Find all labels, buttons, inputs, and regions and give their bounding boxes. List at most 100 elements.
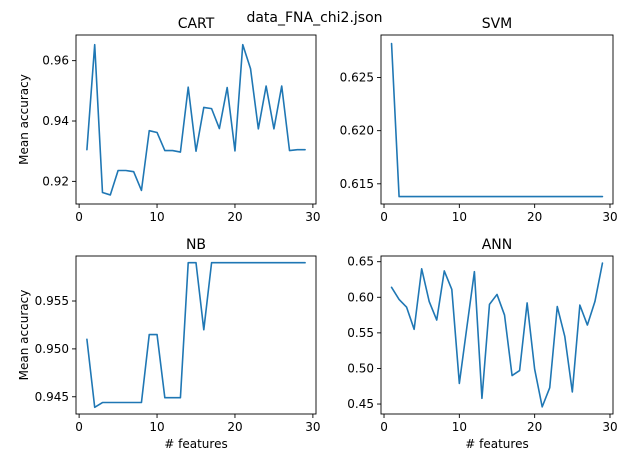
cart-data-point: [171, 149, 173, 151]
cart-data-point: [234, 150, 236, 152]
svm-ytick-label: 0.615: [340, 177, 374, 191]
ann-ytick-label: 0.55: [347, 326, 374, 340]
figure-suptitle: data_FNA_chi2.json: [246, 10, 382, 26]
cart-data-point: [94, 43, 96, 45]
svm-data-point: [556, 195, 558, 197]
ann-data-point: [436, 319, 438, 321]
ann-xtick-label: 0: [380, 420, 388, 434]
nb-xtick-label: 0: [75, 420, 83, 434]
cart-xtick-label: 30: [305, 210, 320, 224]
svm-data-point: [503, 195, 505, 197]
nb-data-point: [273, 262, 275, 264]
ann-data-point: [518, 369, 520, 371]
svm-xtick-label: 30: [602, 210, 617, 224]
svm-data-point: [436, 195, 438, 197]
cart-data-point: [195, 150, 197, 152]
cart-data-point: [257, 128, 259, 130]
svm-xtick-label: 10: [452, 210, 467, 224]
svm-xtick-label: 0: [380, 210, 388, 224]
cart-data-point: [210, 107, 212, 109]
svm-data-point: [390, 42, 392, 44]
ann-data-point: [503, 314, 505, 316]
cart-y-axis-label: Mean accuracy: [17, 74, 31, 165]
nb-data-point: [132, 401, 134, 403]
subplot-cart: CART 0 10 20 30 0.92 0.94 0.96 Mean accuracy: [17, 16, 321, 224]
cart-data-point: [156, 131, 158, 133]
cart-data-point: [218, 127, 220, 129]
svm-axes-frame: [380, 34, 614, 205]
cart-data-point: [164, 149, 166, 151]
cart-data-point: [203, 106, 205, 108]
cart-title: CART: [178, 16, 215, 32]
cart-data-point: [249, 68, 251, 70]
ann-data-point: [571, 391, 573, 393]
cart-data-point: [132, 171, 134, 173]
ann-data-point: [511, 374, 513, 376]
ann-xtick-label: 30: [602, 420, 617, 434]
nb-data-point: [148, 333, 150, 335]
ann-data-point: [533, 368, 535, 370]
cart-data-point: [281, 85, 283, 87]
cart-data-point: [187, 86, 189, 88]
cart-data-point: [226, 86, 228, 88]
ann-data-point: [564, 335, 566, 337]
cart-axes-frame: [75, 34, 317, 205]
ann-ytick-label: 0.60: [347, 290, 374, 304]
cart-xtick-label: 20: [227, 210, 242, 224]
nb-xtick-label: 20: [227, 420, 242, 434]
nb-data-point: [203, 329, 205, 331]
nb-data-point: [156, 333, 158, 335]
subplot-nb: NB 0 10 20 30 0.945 0.950 0.955 # features Mean a…: [17, 237, 321, 451]
nb-data-point: [265, 262, 267, 264]
cart-data-point: [265, 85, 267, 87]
nb-data-point: [101, 401, 103, 403]
ann-data-point: [556, 305, 558, 307]
nb-data-point: [257, 262, 259, 264]
svm-data-point: [564, 195, 566, 197]
svm-ytick-label: 0.620: [340, 124, 374, 138]
ann-data-point: [579, 304, 581, 306]
nb-data-point: [296, 262, 298, 264]
ann-data-point: [586, 324, 588, 326]
svm-data-point: [443, 195, 445, 197]
ann-xtick-label: 10: [452, 420, 467, 434]
cart-series-line: [86, 43, 306, 196]
ann-x-axis-label: # features: [465, 437, 528, 451]
ann-data-point: [601, 262, 603, 264]
svm-data-point: [518, 195, 520, 197]
ann-data-point: [488, 303, 490, 305]
ann-data-point: [594, 300, 596, 302]
nb-data-point: [109, 401, 111, 403]
nb-data-point: [288, 262, 290, 264]
nb-data-point: [281, 262, 283, 264]
ann-ytick-label: 0.45: [347, 397, 374, 411]
svm-data-point: [398, 195, 400, 197]
cart-data-point: [109, 194, 111, 196]
ann-data-point: [549, 386, 551, 388]
ann-data-point: [451, 288, 453, 290]
ann-axes-frame: [380, 255, 614, 415]
ann-data-point: [428, 300, 430, 302]
cart-data-point: [140, 189, 142, 191]
svm-data-point: [451, 195, 453, 197]
nb-title: NB: [186, 237, 206, 253]
nb-data-point: [187, 262, 189, 264]
nb-data-point: [94, 406, 96, 408]
nb-data-point: [226, 262, 228, 264]
nb-data-point: [86, 338, 88, 340]
svm-series-line: [390, 42, 604, 198]
svm-ytick-label: 0.625: [340, 71, 374, 85]
svm-data-point: [511, 195, 513, 197]
nb-y-axis-label: Mean accuracy: [17, 290, 31, 381]
cart-ytick-label: 0.94: [42, 114, 69, 128]
nb-data-point: [164, 397, 166, 399]
svm-data-point: [579, 195, 581, 197]
ann-data-point: [390, 286, 392, 288]
nb-data-point: [242, 262, 244, 264]
nb-data-point: [304, 262, 306, 264]
ann-data-point: [481, 397, 483, 399]
cart-data-point: [148, 129, 150, 131]
cart-data-point: [242, 43, 244, 45]
nb-data-point: [171, 397, 173, 399]
ann-series-line: [390, 262, 604, 408]
